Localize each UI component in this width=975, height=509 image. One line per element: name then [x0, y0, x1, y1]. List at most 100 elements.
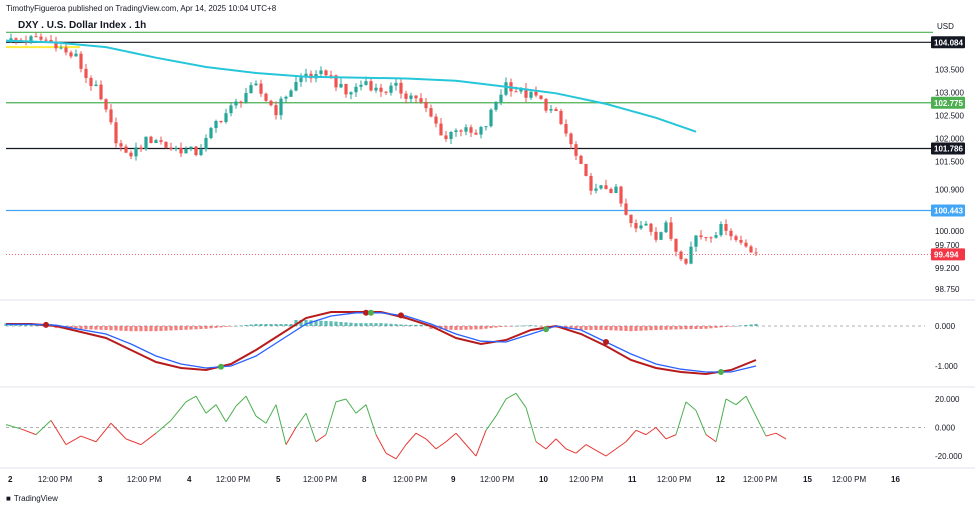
candle-body: [334, 75, 338, 88]
oscillator-segment: [765, 432, 777, 437]
oscillator-segment: [385, 452, 397, 460]
candle-body: [14, 38, 18, 40]
time-axis-tick: 8: [362, 475, 367, 484]
oscillator-segment: [745, 395, 757, 417]
candle-body: [549, 109, 553, 111]
macd-axis-tick: -1.000: [935, 362, 958, 371]
candle-body: [614, 186, 618, 193]
oscillator-segment: [315, 434, 327, 443]
macd-histogram-bar: [374, 323, 378, 326]
price-axis-tick: 103.000: [935, 88, 964, 97]
oscillator-segment: [445, 432, 457, 443]
candle-body: [289, 90, 293, 97]
oscillator-segment: [140, 432, 157, 446]
candle-body: [104, 99, 108, 110]
tradingview-icon: ■: [6, 494, 11, 503]
macd-histogram-bar: [594, 326, 598, 330]
price-badge-label-0: 104.084: [934, 38, 963, 47]
macd-histogram-bar: [389, 323, 393, 326]
candle-body: [629, 214, 633, 224]
candle-body: [734, 236, 738, 240]
macd-histogram-bar: [364, 323, 368, 326]
macd-histogram-bar: [419, 324, 423, 326]
oscillator-segment: [565, 448, 577, 454]
macd-histogram-bar: [134, 326, 138, 332]
candle-body: [459, 130, 463, 132]
candle-body: [644, 223, 648, 226]
oscillator-segment: [605, 448, 617, 457]
oscillator-segment: [775, 432, 787, 440]
macd-histogram-bar: [504, 326, 508, 327]
macd-histogram-bar: [314, 320, 318, 326]
candle-body: [634, 223, 638, 229]
candle-body: [174, 148, 178, 150]
time-axis-tick: 12:00 PM: [393, 475, 428, 484]
oscillator-segment: [415, 432, 427, 440]
time-axis-tick: 10: [539, 475, 548, 484]
candle-body: [519, 88, 523, 92]
macd-histogram-bar: [629, 326, 633, 332]
macd-histogram-bar: [94, 326, 98, 330]
oscillator-segment: [665, 434, 677, 440]
oscillator-segment: [275, 404, 287, 445]
candle-body: [249, 85, 253, 94]
oscillator-segment: [625, 430, 637, 443]
macd-cross-dot: [543, 326, 549, 333]
macd-histogram-bar: [639, 326, 643, 331]
candle-body: [554, 109, 558, 112]
currency-label: USD: [937, 22, 954, 31]
candle-body: [474, 132, 478, 135]
candle-body: [599, 185, 603, 189]
candle-body: [684, 259, 688, 264]
macd-histogram-bar: [484, 326, 488, 329]
macd-histogram-bar: [89, 326, 93, 330]
oscillator-segment: [20, 428, 37, 436]
candle-body: [729, 230, 733, 237]
candle-body: [489, 109, 493, 127]
macd-histogram-bar: [454, 326, 458, 330]
candle-body: [59, 47, 63, 49]
oscillator-segment: [515, 392, 527, 408]
candle-body: [679, 251, 683, 260]
time-axis-tick: 11: [628, 475, 637, 484]
oscillator-segment: [285, 427, 297, 445]
macd-histogram-bar: [354, 323, 358, 326]
candle-body: [359, 84, 363, 87]
time-axis-tick: 12:00 PM: [38, 475, 73, 484]
macd-histogram-bar: [369, 323, 373, 326]
macd-cross-dot: [398, 312, 404, 319]
oscillator-segment: [535, 441, 547, 450]
macd-histogram-bar: [584, 326, 588, 330]
candle-body: [714, 235, 718, 238]
candle-body: [99, 84, 103, 100]
macd-histogram-bar: [524, 325, 528, 327]
macd-histogram-bar: [159, 326, 163, 331]
symbol-title[interactable]: DXY . U.S. Dollar Index . 1h: [18, 20, 147, 31]
macd-histogram-bar: [599, 326, 603, 330]
oscillator-segment: [715, 398, 727, 442]
candle-body: [374, 87, 378, 91]
time-axis-tick: 9: [451, 475, 456, 484]
candle-body: [134, 147, 138, 157]
oscillator-segment: [80, 435, 97, 443]
macd-histogram-bar: [179, 326, 183, 330]
tradingview-logo[interactable]: ■ TradingView: [6, 494, 58, 503]
oscillator-segment: [5, 424, 22, 430]
macd-histogram-bar: [234, 325, 238, 327]
price-badge-0: [931, 36, 965, 49]
candle-body: [144, 136, 148, 150]
candle-body: [74, 53, 78, 57]
oscillator-segment: [585, 444, 597, 451]
candle-body: [464, 127, 468, 132]
oscillator-segment: [185, 395, 197, 403]
oscillator-segment: [695, 410, 707, 435]
price-badge-label-2: 101.786: [934, 144, 963, 153]
candle-body: [424, 102, 428, 109]
macd-histogram-bar: [624, 326, 628, 331]
macd-histogram-bar: [299, 320, 303, 326]
candle-body: [409, 95, 413, 99]
oscillator-segment: [225, 405, 237, 423]
pane-separators: [0, 299, 975, 469]
oscillator-segment: [395, 444, 407, 460]
